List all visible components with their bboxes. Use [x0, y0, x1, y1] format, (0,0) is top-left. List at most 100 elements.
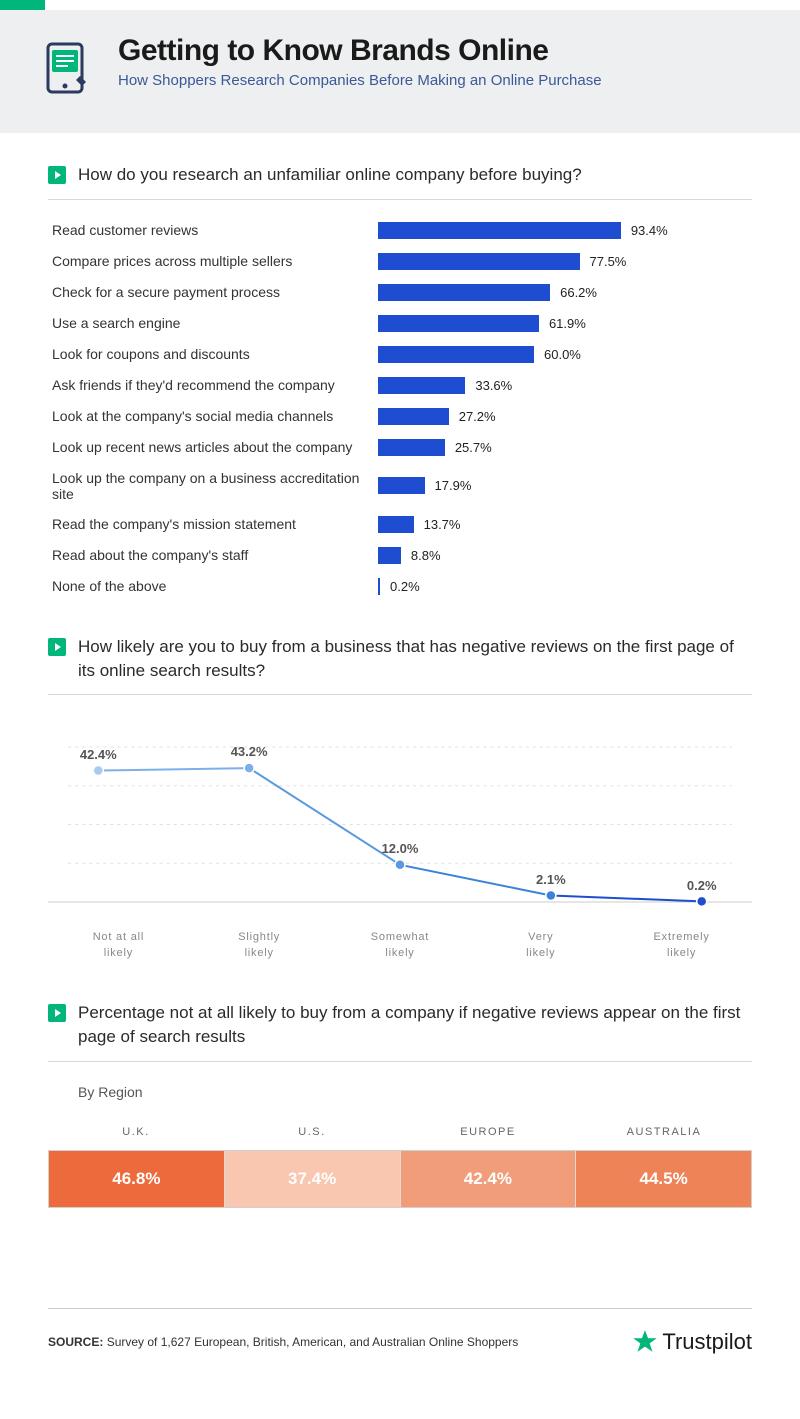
bar-chart-title: How do you research an unfamiliar online…	[78, 163, 582, 187]
bar-track: 60.0%	[378, 346, 752, 363]
region-head: AUSTRALIA	[576, 1114, 752, 1150]
bar-fill	[378, 377, 465, 394]
bar-fill	[378, 439, 445, 456]
bar-label: Look up the company on a business accred…	[48, 470, 378, 502]
bar-label: Look for coupons and discounts	[48, 346, 378, 362]
region-head: U.K.	[48, 1114, 224, 1150]
bar-track: 93.4%	[378, 222, 752, 239]
bullet-icon	[48, 1004, 66, 1022]
bar-label: Read the company's mission statement	[48, 516, 378, 532]
header: Getting to Know Brands Online How Shoppe…	[0, 10, 800, 133]
page-title: Getting to Know Brands Online	[118, 34, 602, 68]
source-label: SOURCE:	[48, 1335, 103, 1349]
bar-chart-section: How do you research an unfamiliar online…	[48, 163, 752, 595]
region-cell: 37.4%	[225, 1151, 401, 1207]
region-head: EUROPE	[400, 1114, 576, 1150]
source-text: Survey of 1,627 European, British, Ameri…	[107, 1335, 519, 1349]
region-value: 42.4%	[401, 1151, 576, 1207]
region-value: 37.4%	[225, 1151, 400, 1207]
region-value: 46.8%	[49, 1151, 224, 1207]
bullet-icon	[48, 166, 66, 184]
bar-row: Read customer reviews 93.4%	[48, 222, 752, 239]
bar-track: 8.8%	[378, 547, 752, 564]
logo-text: Trustpilot	[662, 1329, 752, 1355]
region-value-row: 46.8%37.4%42.4%44.5%	[48, 1150, 752, 1208]
region-subtitle: By Region	[78, 1084, 752, 1100]
bar-fill	[378, 408, 449, 425]
region-head: U.S.	[224, 1114, 400, 1150]
line-x-label: Extremely likely	[611, 930, 752, 961]
bar-value: 8.8%	[411, 548, 441, 563]
region-cell: 46.8%	[49, 1151, 225, 1207]
bar-chart-body: Read customer reviews 93.4% Compare prices…	[48, 222, 752, 595]
bar-value: 66.2%	[560, 285, 597, 300]
bar-track: 77.5%	[378, 253, 752, 270]
bar-value: 0.2%	[390, 579, 420, 594]
line-x-label: Slightly likely	[189, 930, 330, 961]
bar-row: Compare prices across multiple sellers 77…	[48, 253, 752, 270]
bar-track: 17.9%	[378, 477, 752, 494]
bar-row: Look up the company on a business accred…	[48, 470, 752, 502]
bar-track: 13.7%	[378, 516, 752, 533]
bar-fill	[378, 284, 550, 301]
phone-review-icon	[40, 40, 98, 103]
bar-value: 13.7%	[424, 517, 461, 532]
bar-label: Ask friends if they'd recommend the comp…	[48, 377, 378, 393]
bar-value: 77.5%	[590, 254, 627, 269]
bar-value: 33.6%	[475, 378, 512, 393]
bar-fill	[378, 315, 539, 332]
bar-value: 25.7%	[455, 440, 492, 455]
bar-fill	[378, 477, 425, 494]
bar-label: Check for a secure payment process	[48, 284, 378, 300]
bar-track: 33.6%	[378, 377, 752, 394]
bar-fill	[378, 346, 534, 363]
bar-row: Look at the company's social media chann…	[48, 408, 752, 425]
bar-track: 61.9%	[378, 315, 752, 332]
bullet-icon	[48, 638, 66, 656]
bar-value: 61.9%	[549, 316, 586, 331]
bar-row: Look for coupons and discounts 60.0%	[48, 346, 752, 363]
bar-label: Read about the company's staff	[48, 547, 378, 563]
trustpilot-logo: Trustpilot	[632, 1329, 752, 1355]
bar-row: Read the company's mission statement 13.7…	[48, 516, 752, 533]
star-icon	[632, 1329, 658, 1355]
bar-label: Look up recent news articles about the c…	[48, 439, 378, 455]
bar-value: 27.2%	[459, 409, 496, 424]
region-chart-title: Percentage not at all likely to buy from…	[78, 1001, 752, 1049]
bar-value: 60.0%	[544, 347, 581, 362]
bar-fill	[378, 578, 380, 595]
bar-row: Read about the company's staff 8.8%	[48, 547, 752, 564]
bar-row: Use a search engine 61.9%	[48, 315, 752, 332]
bar-track: 27.2%	[378, 408, 752, 425]
bar-value: 93.4%	[631, 223, 668, 238]
line-x-label: Somewhat likely	[330, 930, 471, 961]
bar-label: Use a search engine	[48, 315, 378, 331]
bar-label: Look at the company's social media chann…	[48, 408, 378, 424]
bar-row: None of the above 0.2%	[48, 578, 752, 595]
bar-fill	[378, 253, 580, 270]
bar-label: Compare prices across multiple sellers	[48, 253, 378, 269]
bar-row: Check for a secure payment process 66.2%	[48, 284, 752, 301]
line-chart-body: 42.4%43.2%12.0%2.1%0.2% Not at all likel…	[48, 717, 752, 961]
bar-value: 17.9%	[435, 478, 472, 493]
bar-fill	[378, 516, 414, 533]
line-chart-title: How likely are you to buy from a busines…	[78, 635, 752, 683]
bar-label: Read customer reviews	[48, 222, 378, 238]
line-x-label: Very likely	[470, 930, 611, 961]
region-cell: 44.5%	[576, 1151, 751, 1207]
bar-row: Look up recent news articles about the c…	[48, 439, 752, 456]
bar-track: 0.2%	[378, 578, 752, 595]
top-accent-bar	[0, 0, 45, 10]
line-x-label: Not at all likely	[48, 930, 189, 961]
bar-fill	[378, 222, 621, 239]
source-line: SOURCE: Survey of 1,627 European, Britis…	[48, 1335, 518, 1349]
region-cell: 42.4%	[401, 1151, 577, 1207]
region-header-row: U.K.U.S.EUROPEAUSTRALIA	[48, 1114, 752, 1150]
bar-track: 25.7%	[378, 439, 752, 456]
page-subtitle: How Shoppers Research Companies Before M…	[118, 72, 602, 89]
footer: SOURCE: Survey of 1,627 European, Britis…	[48, 1308, 752, 1385]
region-value: 44.5%	[576, 1151, 751, 1207]
bar-label: None of the above	[48, 578, 378, 594]
bar-track: 66.2%	[378, 284, 752, 301]
bar-fill	[378, 547, 401, 564]
